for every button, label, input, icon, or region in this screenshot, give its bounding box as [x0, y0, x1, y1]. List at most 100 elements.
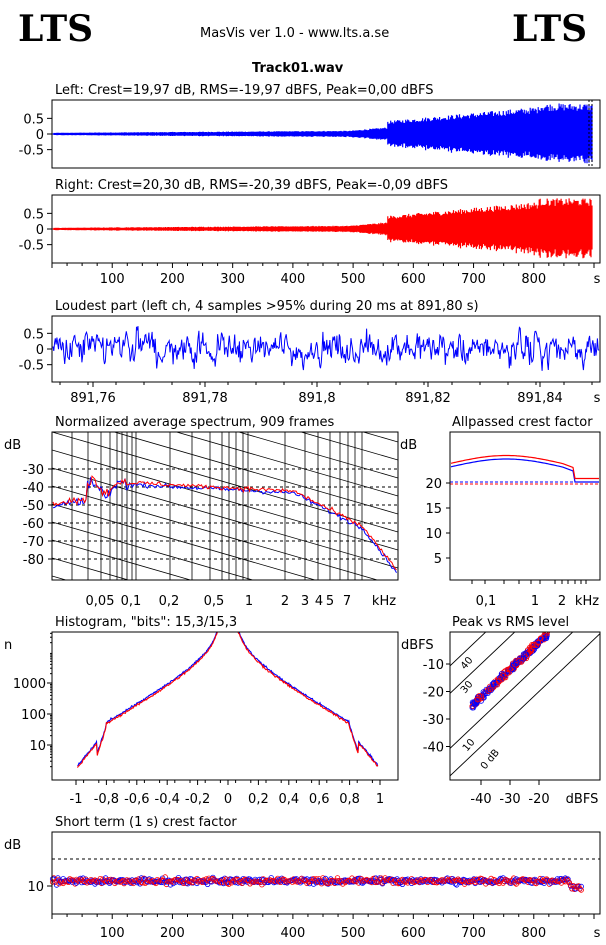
- x-tick-label: 891,76: [70, 391, 116, 406]
- x-tick-label: 2: [281, 594, 289, 609]
- peak-rms-points: [469, 632, 551, 711]
- waveform-left: [53, 103, 593, 164]
- slope-line: [52, 485, 379, 580]
- x-tick-label: 0,6: [309, 792, 330, 807]
- short-crest-point: [76, 878, 82, 884]
- logo-right: LTS: [512, 8, 588, 50]
- short-crest-point: [508, 880, 514, 886]
- x-tick-label: 500: [341, 926, 366, 941]
- x-tick-label: 400: [280, 926, 305, 941]
- short-crest-point: [565, 876, 571, 882]
- short-crest-point: [226, 879, 232, 885]
- y-tick-label: -10: [423, 658, 444, 673]
- peak-rms-point: [533, 642, 540, 649]
- x-tick-label: 1: [531, 594, 539, 609]
- x-unit-label: s: [594, 391, 601, 406]
- short-crest-point: [295, 879, 301, 885]
- chart-title: Allpassed crest factor: [452, 415, 593, 430]
- y-tick-label: 20: [425, 477, 442, 492]
- short-crest-point: [386, 877, 392, 884]
- short-crest-point: [575, 883, 582, 889]
- x-tick-label: 891,8: [298, 391, 335, 406]
- logo-left: LTS: [18, 8, 94, 50]
- short-crest-point: [435, 879, 441, 885]
- y-axis-label: dB: [4, 438, 21, 453]
- spectrum-grid: [52, 432, 398, 730]
- peak-rms-point: [487, 686, 494, 693]
- x-tick-label: -0,2: [185, 792, 210, 807]
- y-tick-label: -0.5: [19, 359, 44, 374]
- short-crest-point: [268, 875, 274, 881]
- crest-curve: [450, 454, 599, 480]
- crest-diagonals: [450, 632, 600, 777]
- short-crest-point: [334, 875, 341, 881]
- y-tick-label: 10: [27, 880, 44, 895]
- y-tick-label: 0: [36, 223, 44, 238]
- short-crest-point: [162, 874, 168, 880]
- file-title: Track01.wav: [252, 61, 344, 76]
- histogram-line: [77, 631, 379, 768]
- peak-rms-point: [476, 693, 483, 699]
- x-tick-label: 300: [220, 926, 245, 941]
- short-crest-point: [529, 880, 535, 886]
- crest-diagonal: [450, 632, 516, 695]
- x-tick-label: 0,8: [339, 792, 360, 807]
- x-tick-label: 200: [160, 272, 185, 287]
- slope-line: [52, 630, 398, 730]
- y-tick-label: -30: [423, 713, 444, 728]
- y-tick-label: 15: [425, 502, 442, 517]
- y-tick-label: -70: [23, 535, 44, 550]
- x-tick-label: 200: [160, 926, 185, 941]
- spectrum-line: [52, 476, 397, 573]
- spectrum-frame: [51, 431, 399, 581]
- peak-rms-point: [536, 638, 542, 644]
- short-crest-point: [219, 880, 225, 886]
- y-tick-label: 0.5: [23, 207, 44, 222]
- short-crest-point: [65, 877, 72, 883]
- x-tick-label: -40: [470, 792, 491, 807]
- x-tick-label: -0,8: [94, 792, 119, 807]
- x-tick-label: 0,05: [86, 594, 115, 609]
- chart-title: Short term (1 s) crest factor: [55, 815, 237, 830]
- x-tick-label: 600: [401, 272, 426, 287]
- y-axis-label: n: [4, 638, 12, 653]
- x-tick-label: 7: [343, 594, 351, 609]
- x-unit-label: dBFS: [566, 792, 599, 807]
- peak-rms-point: [509, 666, 515, 672]
- short-crest-point: [439, 877, 445, 883]
- histogram-frame: [51, 631, 399, 781]
- short-crest-frame: [51, 831, 601, 915]
- short-crest-point: [129, 877, 135, 883]
- peak-rms-point: [474, 696, 481, 703]
- y-axis-label: dB: [400, 438, 417, 453]
- short-crest-point: [557, 877, 563, 884]
- short-crest-point: [139, 876, 146, 883]
- short-crest-point: [570, 883, 576, 889]
- y-tick-label: 0: [36, 128, 44, 143]
- peak-rms-point: [529, 641, 535, 648]
- short-crest-point: [546, 881, 553, 887]
- short-crest-point: [112, 878, 118, 884]
- chart-title: Loudest part (left ch, 4 samples >95% du…: [55, 299, 479, 314]
- x-tick-label: 300: [220, 272, 245, 287]
- waveform-frame: [51, 99, 601, 169]
- x-tick-label: 700: [461, 926, 486, 941]
- chart-title: Right: Crest=20,30 dB, RMS=-20,39 dBFS, …: [55, 178, 448, 193]
- short-crest-point: [325, 880, 331, 887]
- short-crest-point: [203, 876, 209, 882]
- short-crest-point: [292, 878, 298, 885]
- peak-rms-point: [513, 660, 519, 667]
- waveform-frame: [51, 194, 601, 264]
- short-crest-point: [130, 880, 137, 887]
- short-crest-point: [90, 878, 97, 884]
- x-tick-label: 800: [521, 272, 546, 287]
- crest-curve: [450, 458, 599, 483]
- x-tick-label: 0,1: [121, 594, 142, 609]
- short-crest-point: [181, 880, 187, 886]
- short-crest-point: [321, 876, 327, 883]
- short-crest-point: [142, 880, 148, 886]
- short-crest-point: [578, 883, 584, 890]
- short-crest-point: [130, 879, 137, 885]
- short-crest-point: [332, 880, 338, 886]
